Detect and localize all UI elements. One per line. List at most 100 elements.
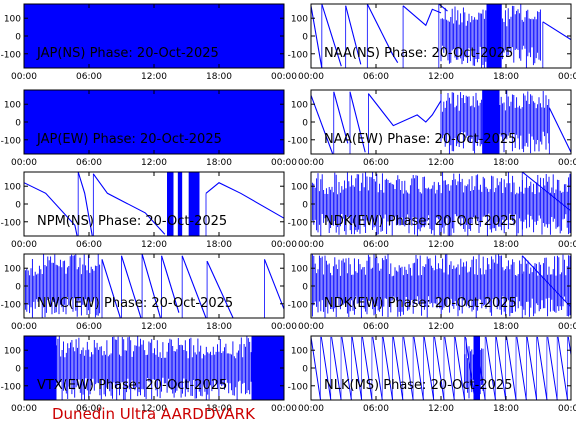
trace-segment xyxy=(521,255,571,308)
x-tick-label: 00:00 xyxy=(271,322,297,332)
plot-area xyxy=(24,336,284,400)
trace-segment xyxy=(557,336,568,400)
y-tick-label: 0 xyxy=(302,201,308,211)
trace-segment xyxy=(351,336,363,400)
trace-block xyxy=(473,336,480,400)
trace-segment xyxy=(331,336,342,400)
trace-segment xyxy=(542,21,571,41)
x-tick-label: 06:00 xyxy=(363,404,389,414)
plot-area xyxy=(24,90,284,154)
trace-segment xyxy=(485,336,496,400)
x-tick-label: 00:00 xyxy=(558,72,576,82)
panel-title: NDK(EW) Phase: 20-Oct-2025 xyxy=(324,214,517,229)
x-tick-label: 12:00 xyxy=(141,322,167,332)
x-tick-label: 00:00 xyxy=(271,404,297,414)
trace-segment xyxy=(321,4,342,67)
trace-segment xyxy=(320,336,332,400)
trace-segment xyxy=(438,4,448,12)
plot-area xyxy=(24,4,284,68)
x-tick-label: 18:00 xyxy=(493,322,519,332)
panel-title: NLK(MS) Phase: 20-Oct-2025 xyxy=(324,378,512,393)
y-tick-label: 0 xyxy=(15,119,21,129)
x-tick-label: 00:00 xyxy=(558,240,576,250)
plot-area xyxy=(311,254,571,318)
chart-panel-6: 100 0 -100 00:00 06:00 12:00 18:00 00:00 NDK(EW)… xyxy=(288,171,576,250)
x-tick-label: 06:00 xyxy=(76,322,102,332)
y-tick-label: 0 xyxy=(15,201,21,211)
panel-title: NAA(EW) Phase: 20-Oct-2025 xyxy=(324,132,516,147)
trace-segment xyxy=(206,260,234,318)
noise-trace xyxy=(24,254,101,318)
chart-panel-3: 100 0 -100 00:00 06:00 12:00 18:00 00:00 JAP(EW)… xyxy=(1,89,297,168)
x-tick-label: 06:00 xyxy=(363,240,389,250)
x-tick-label: 06:00 xyxy=(76,72,102,82)
noise-trace xyxy=(311,172,571,236)
trace-segment xyxy=(349,91,366,153)
x-tick-label: 06:00 xyxy=(363,72,389,82)
x-tick-label: 00:00 xyxy=(298,158,324,168)
trace-segment xyxy=(333,91,349,144)
x-tick-label: 12:00 xyxy=(141,404,167,414)
panel-title: NDK(EW) Phase: 20-Oct-2025 xyxy=(324,296,517,311)
x-tick-label: 00:00 xyxy=(271,72,297,82)
x-tick-label: 18:00 xyxy=(493,158,519,168)
chart-panel-9: 100 0 -100 00:00 06:00 12:00 18:00 00:00 VTX(EW)… xyxy=(1,335,297,414)
trace-segment xyxy=(92,173,166,235)
trace-block xyxy=(167,172,174,236)
x-tick-label: 06:00 xyxy=(76,240,102,250)
plot-area xyxy=(311,336,571,400)
trace-segment xyxy=(516,336,527,400)
x-tick-label: 00:00 xyxy=(11,322,37,332)
trace-segment xyxy=(263,259,284,310)
trace-block xyxy=(251,336,284,400)
noise-trace xyxy=(440,90,550,154)
panel-title: VTX(EW) Phase: 20-Oct-2025 xyxy=(37,378,227,393)
saturated-trace xyxy=(24,90,284,154)
x-tick-label: 00:00 xyxy=(11,158,37,168)
trace-segment xyxy=(311,5,323,68)
trace-segment xyxy=(521,172,571,212)
x-tick-label: 12:00 xyxy=(141,158,167,168)
y-tick-label: 100 xyxy=(291,15,308,25)
trace-segment xyxy=(382,336,394,400)
trace-segment xyxy=(345,5,362,65)
y-tick-label: 0 xyxy=(15,365,21,375)
trace-segment xyxy=(141,254,162,318)
trace-segment xyxy=(434,336,445,400)
x-tick-label: 00:00 xyxy=(11,240,37,250)
trace-segment xyxy=(423,336,435,400)
panel-title: JAP(NS) Phase: 20-Oct-2025 xyxy=(36,46,219,61)
trace-segment xyxy=(205,182,284,219)
panel-title: NWC(EW) Phase: 20-Oct-2025 xyxy=(37,296,233,311)
trace-segment xyxy=(526,336,538,400)
trace-segment xyxy=(495,336,507,400)
trace-segment xyxy=(120,255,142,318)
y-tick-label: -100 xyxy=(1,300,22,310)
trace-block xyxy=(24,336,57,400)
y-tick-label: -100 xyxy=(288,136,309,146)
plot-area xyxy=(311,4,571,68)
x-tick-label: 06:00 xyxy=(363,322,389,332)
noise-trace xyxy=(311,254,571,318)
trace-segment xyxy=(547,336,558,400)
chart-panel-4: 100 0 -100 00:00 06:00 12:00 18:00 00:00 NAA(EW)… xyxy=(288,89,576,168)
x-tick-label: 12:00 xyxy=(141,240,167,250)
x-tick-label: 00:00 xyxy=(11,404,37,414)
y-tick-label: 100 xyxy=(291,101,308,111)
trace-segment xyxy=(24,182,78,236)
footer-label: Dunedin Ultra AARDDVARK xyxy=(52,405,255,423)
y-tick-label: -100 xyxy=(288,50,309,60)
x-tick-label: 18:00 xyxy=(206,72,232,82)
trace-segment xyxy=(341,336,352,400)
trace-segment xyxy=(161,255,180,313)
trace-segment xyxy=(548,107,571,153)
x-tick-label: 12:00 xyxy=(428,322,454,332)
y-tick-label: 100 xyxy=(291,265,308,275)
x-tick-label: 00:00 xyxy=(271,240,297,250)
trace-segment xyxy=(392,336,404,400)
x-tick-label: 18:00 xyxy=(206,240,232,250)
y-tick-label: 100 xyxy=(4,347,21,357)
noise-trace xyxy=(440,4,541,68)
y-tick-label: 0 xyxy=(15,283,21,293)
